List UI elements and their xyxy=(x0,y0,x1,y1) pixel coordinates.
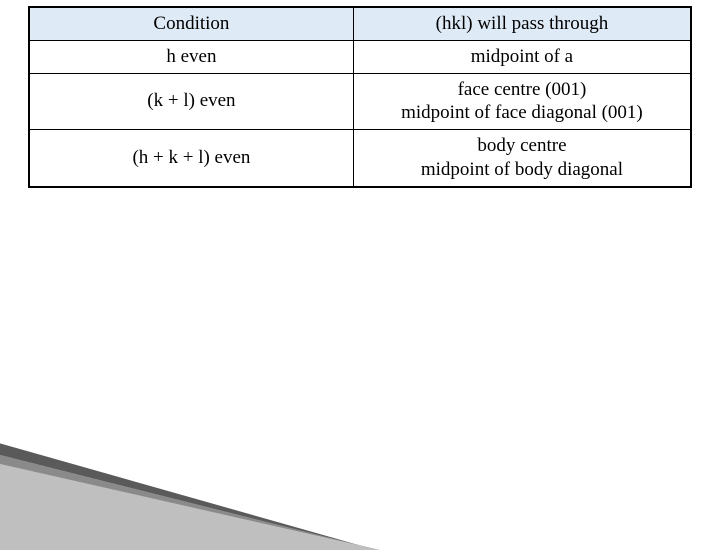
table-row: (h + k + l) even body centremidpoint of … xyxy=(29,130,691,187)
decorative-wedge xyxy=(0,420,380,550)
wedge-top-stripe xyxy=(0,432,370,548)
header-condition: Condition xyxy=(29,7,353,40)
cell-result: body centremidpoint of body diagonal xyxy=(353,130,691,187)
cell-condition: (k + l) even xyxy=(29,73,353,130)
header-pass-through: (hkl) will pass through xyxy=(353,7,691,40)
table-row: h even midpoint of a xyxy=(29,40,691,73)
table-header-row: Condition (hkl) will pass through xyxy=(29,7,691,40)
wedge-mid-stripe xyxy=(0,445,380,550)
conditions-table: Condition (hkl) will pass through h even… xyxy=(28,6,692,188)
wedge-main xyxy=(0,455,380,550)
cell-result: face centre (001)midpoint of face diagon… xyxy=(353,73,691,130)
cell-result: midpoint of a xyxy=(353,40,691,73)
table-row: (k + l) even face centre (001)midpoint o… xyxy=(29,73,691,130)
cell-condition: (h + k + l) even xyxy=(29,130,353,187)
cell-condition: h even xyxy=(29,40,353,73)
